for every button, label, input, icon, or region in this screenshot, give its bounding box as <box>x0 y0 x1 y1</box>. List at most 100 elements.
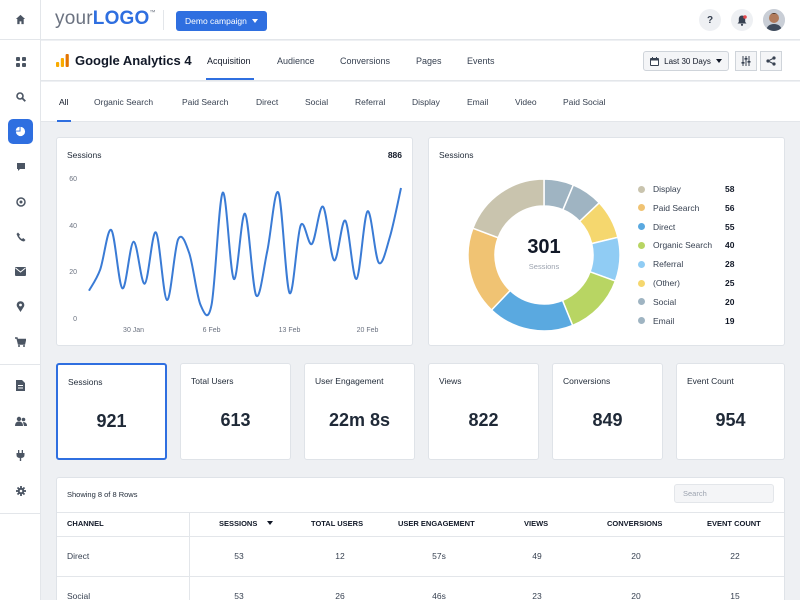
subtab-all[interactable]: All <box>59 97 69 107</box>
subtab-direct[interactable]: Direct <box>256 97 279 107</box>
users-nav-button[interactable] <box>8 408 33 433</box>
integrations-nav-button[interactable] <box>8 443 33 468</box>
home-icon <box>15 14 26 25</box>
sliders-icon <box>741 56 751 66</box>
legend-item[interactable]: (Other) <box>638 278 680 288</box>
subtab-display[interactable]: Display <box>412 97 440 107</box>
kpi-label: User Engagement <box>315 376 384 386</box>
table-divider <box>57 536 784 537</box>
sessions-donut-chart <box>467 178 621 332</box>
document-icon <box>16 380 25 391</box>
subtab-paid-social[interactable]: Paid Social <box>563 97 606 107</box>
table-column-divider <box>189 512 190 600</box>
plug-icon <box>16 450 25 461</box>
column-header-conversions[interactable]: CONVERSIONS <box>607 519 663 528</box>
share-icon <box>766 56 776 66</box>
legend-item[interactable]: Email <box>638 316 674 326</box>
y-tick-label: 60 <box>69 176 77 183</box>
date-range-dropdown[interactable]: Last 30 Days <box>643 51 729 71</box>
logo[interactable]: yourLOGO™ <box>55 8 156 30</box>
cart-nav-button[interactable] <box>8 329 33 354</box>
subtab-email[interactable]: Email <box>467 97 489 107</box>
legend-label: Paid Search <box>653 202 700 213</box>
sessions-series-line <box>88 187 402 317</box>
column-header-event-count[interactable]: EVENT COUNT <box>707 519 761 528</box>
kpi-views[interactable]: Views 822 <box>428 363 539 460</box>
subtab-paid-search[interactable]: Paid Search <box>182 97 229 107</box>
subtab-referral[interactable]: Referral <box>355 97 386 107</box>
user-avatar-icon <box>763 9 785 31</box>
subtab-organic-search[interactable]: Organic Search <box>94 97 154 107</box>
phone-nav-button[interactable] <box>8 224 33 249</box>
kpi-conversions[interactable]: Conversions 849 <box>552 363 663 460</box>
settings-nav-button[interactable] <box>8 478 33 503</box>
legend-item[interactable]: Organic Search <box>638 240 712 250</box>
kpi-sessions[interactable]: Sessions 921 <box>56 363 167 460</box>
table-cell: 23 <box>532 591 542 600</box>
donut-slice-paid-search[interactable] <box>467 227 512 312</box>
legend-item[interactable]: Referral <box>638 259 683 269</box>
help-button[interactable]: ? <box>699 9 721 31</box>
location-nav-button[interactable] <box>8 294 33 319</box>
column-header-label: SESSIONS <box>219 519 258 528</box>
donut-slice-organic-search[interactable] <box>561 270 617 327</box>
column-header-user-engagement[interactable]: USER ENGAGEMENT <box>398 519 475 528</box>
filter-settings-button[interactable] <box>735 51 757 71</box>
chat-nav-button[interactable] <box>8 154 33 179</box>
mail-nav-button[interactable] <box>8 259 33 284</box>
donut-center-label: Sessions <box>528 262 560 271</box>
tab-acquisition[interactable]: Acquisition <box>207 56 251 66</box>
search-nav-button[interactable] <box>8 84 33 109</box>
legend-item[interactable]: Display <box>638 184 681 194</box>
reports-nav-button[interactable] <box>8 373 33 398</box>
help-icon: ? <box>706 14 714 26</box>
table-cell: 46s <box>432 591 446 600</box>
tab-events[interactable]: Events <box>467 56 495 66</box>
column-header-channel[interactable]: CHANNEL <box>67 519 104 528</box>
campaign-dropdown[interactable]: Demo campaign <box>176 11 267 31</box>
mail-icon <box>15 267 26 276</box>
share-button[interactable] <box>760 51 782 71</box>
legend-value: 40 <box>725 240 735 251</box>
calendar-icon <box>650 56 660 66</box>
home-button[interactable] <box>0 0 41 40</box>
legend-item[interactable]: Paid Search <box>638 203 699 213</box>
notifications-button[interactable] <box>731 9 753 31</box>
y-tick-label: 40 <box>69 222 77 230</box>
kpi-event-count[interactable]: Event Count 954 <box>676 363 785 460</box>
column-header-views[interactable]: VIEWS <box>524 519 549 528</box>
analytics-nav-button[interactable] <box>8 119 33 144</box>
active-tab-indicator <box>206 78 254 80</box>
legend-swatch <box>638 260 645 268</box>
kpi-value: 613 <box>220 410 251 430</box>
legend-label: Display <box>653 184 681 194</box>
kpi-value: 822 <box>468 410 499 430</box>
target-nav-button[interactable] <box>8 189 33 214</box>
kpi-user-engagement[interactable]: User Engagement 22m 8s <box>304 363 415 460</box>
legend-swatch <box>638 279 645 287</box>
target-icon <box>15 196 26 207</box>
legend-item[interactable]: Social <box>638 297 676 307</box>
y-tick-label: 20 <box>69 269 77 277</box>
kpi-value: 22m 8s <box>328 410 391 430</box>
date-range-label: Last 30 Days <box>664 56 711 66</box>
subtab-social[interactable]: Social <box>305 97 329 107</box>
table-cell: 15 <box>730 591 740 600</box>
subtab-video[interactable]: Video <box>515 97 537 107</box>
column-header-total-users[interactable]: TOTAL USERS <box>311 519 364 528</box>
column-header-sessions[interactable]: SESSIONS <box>219 519 274 528</box>
table-search-input[interactable] <box>674 484 774 503</box>
kpi-value: 921 <box>96 411 127 431</box>
legend-value: 56 <box>725 202 735 213</box>
page-title: Google Analytics 4 <box>75 53 192 68</box>
legend-item[interactable]: Direct <box>638 222 675 232</box>
tab-conversions[interactable]: Conversions <box>340 56 391 66</box>
tab-audience[interactable]: Audience <box>277 56 315 66</box>
channel-table: Showing 8 of 8 Rows CHANNEL SESSIONS TOT… <box>56 477 785 600</box>
kpi-total-users[interactable]: Total Users 613 <box>180 363 291 460</box>
avatar[interactable] <box>763 9 785 31</box>
donut-slice-display[interactable] <box>471 178 545 239</box>
logo-bold: LOGO <box>92 8 150 29</box>
dashboard-button[interactable] <box>8 49 33 74</box>
tab-pages[interactable]: Pages <box>416 56 442 66</box>
